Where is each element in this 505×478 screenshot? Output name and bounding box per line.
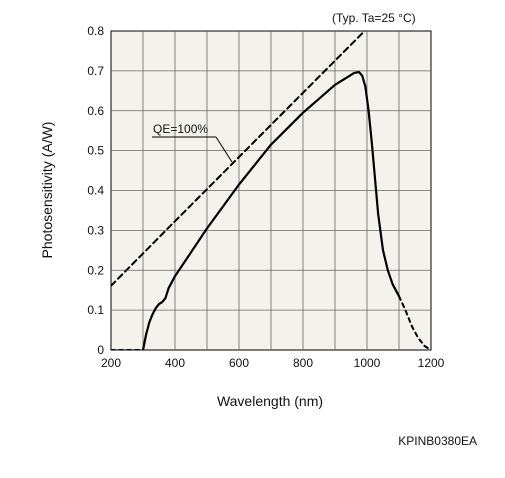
y-tick-label: 0.3 <box>87 223 104 237</box>
y-tick-label: 0.2 <box>87 263 104 277</box>
y-axis-title: Photosensitivity (A/W) <box>39 122 55 259</box>
x-axis-title: Wavelength (nm) <box>217 393 323 409</box>
x-tick-label: 1000 <box>354 356 381 370</box>
y-tick-label: 0.8 <box>87 24 104 38</box>
x-tick-label: 1200 <box>418 356 445 370</box>
y-tick-label: 0.4 <box>87 184 104 198</box>
series-line-photosensitivity <box>141 70 401 350</box>
figure-code: KPINB0380EA <box>398 434 477 448</box>
series-layer <box>111 31 431 350</box>
y-tick-label: 0.5 <box>87 144 104 158</box>
series-line-qe100 <box>111 31 367 287</box>
y-axis: 0 0.1 0.2 0.3 0.4 0.5 0.6 0.7 0.8 <box>87 24 104 357</box>
qe-annotation-pointer <box>215 136 233 163</box>
y-tick-label: 0 <box>97 343 104 357</box>
x-tick-label: 800 <box>293 356 313 370</box>
grid <box>111 31 431 350</box>
qe-annotation-label: QE=100% <box>153 122 208 136</box>
x-axis: 200 400 600 800 1000 1200 <box>101 356 445 370</box>
y-tick-label: 0.7 <box>87 64 104 78</box>
y-tick-label: 0.6 <box>87 104 104 118</box>
x-tick-label: 600 <box>229 356 249 370</box>
x-tick-label: 400 <box>165 356 185 370</box>
y-tick-label: 0.1 <box>87 303 104 317</box>
condition-note: (Typ. Ta=25 °C) <box>332 11 416 25</box>
x-tick-label: 200 <box>101 356 121 370</box>
series-line-photosensitivity-tail-3 <box>398 295 431 350</box>
